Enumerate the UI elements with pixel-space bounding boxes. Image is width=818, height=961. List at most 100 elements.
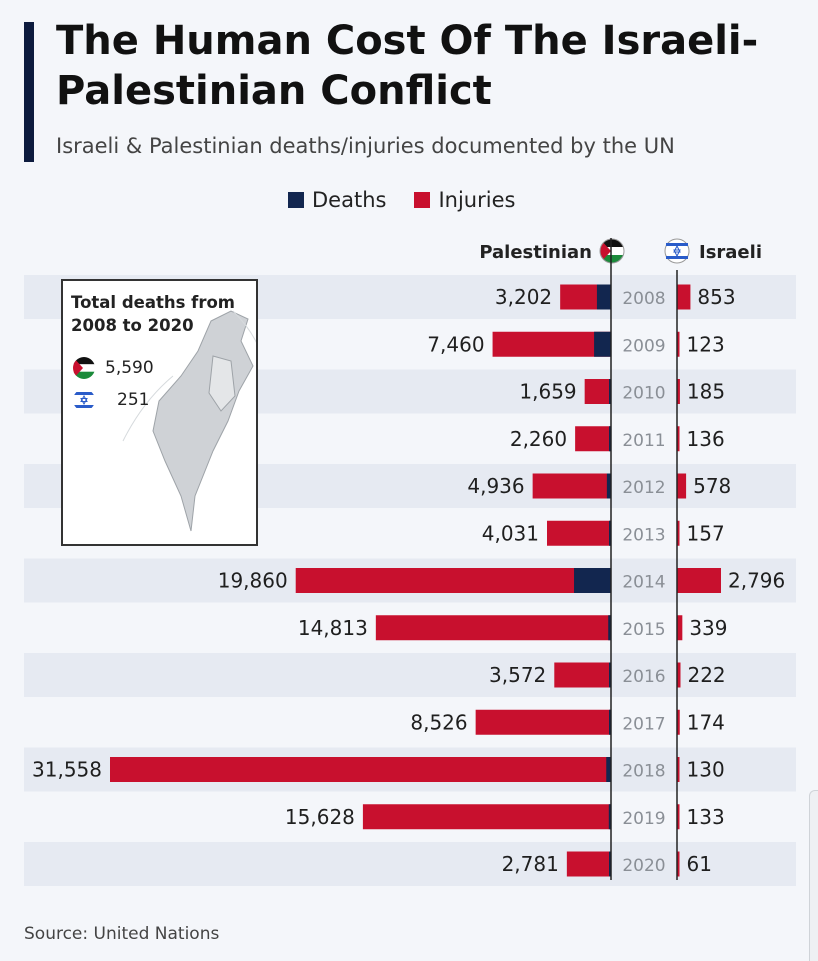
palestinian-deaths-bar <box>609 709 611 735</box>
palestinian-value-label: 8,526 <box>410 710 467 734</box>
israeli-injuries-bar <box>677 568 721 593</box>
scroll-panel-edge <box>809 790 818 961</box>
inset-israeli-deaths: 251 <box>117 390 150 410</box>
palestinian-deaths-bar <box>609 379 611 404</box>
inset-title: Total deaths from 2008 to 2020 <box>71 293 236 335</box>
israel-flag-icon <box>73 389 95 411</box>
israeli-injuries-bar <box>677 426 680 452</box>
year-label: 2008 <box>622 289 665 309</box>
palestinian-deaths-bar <box>609 851 611 877</box>
palestinian-value-label: 31,558 <box>32 758 102 782</box>
palestinian-injuries-bar <box>110 757 611 782</box>
year-label: 2015 <box>622 620 665 640</box>
year-label: 2014 <box>622 573 665 593</box>
israeli-value-label: 133 <box>687 805 725 829</box>
israeli-value-label: 130 <box>687 758 725 782</box>
inset-palestinian-deaths: 5,590 <box>105 358 154 378</box>
deaths-swatch <box>288 192 304 208</box>
israeli-value-label: 578 <box>693 474 731 498</box>
israeli-value-label: 157 <box>687 521 725 545</box>
injuries-swatch <box>414 192 431 208</box>
israeli-injuries-bar <box>677 331 680 357</box>
palestinian-injuries-bar <box>547 520 611 546</box>
year-label: 2010 <box>622 384 665 404</box>
palestinian-value-label: 7,460 <box>427 332 484 356</box>
palestinian-value-label: 19,860 <box>218 569 288 593</box>
palestinian-injuries-bar <box>362 804 611 830</box>
palestinian-value-label: 15,628 <box>285 805 355 829</box>
legend-label-deaths: Deaths <box>312 188 387 212</box>
palestinian-injuries-bar <box>295 568 611 593</box>
chart-title: The Human Cost Of The Israeli-Palestinia… <box>56 18 759 114</box>
israeli-value-label: 2,796 <box>728 569 785 593</box>
israeli-injuries-bar <box>677 379 680 404</box>
legend: Deaths Injuries <box>288 188 515 212</box>
palestinian-deaths-bar <box>608 615 611 641</box>
palestinian-deaths-bar <box>606 757 611 782</box>
palestinian-deaths-bar <box>606 473 611 499</box>
year-label: 2019 <box>622 809 665 829</box>
palestinian-deaths-bar <box>609 520 611 546</box>
israeli-injuries-bar <box>677 615 683 641</box>
israeli-injuries-bar <box>677 662 681 688</box>
palestinian-value-label: 3,202 <box>495 285 552 309</box>
year-label: 2018 <box>622 762 665 782</box>
palestinian-injuries-bar <box>475 709 611 735</box>
palestinian-value-label: 2,781 <box>502 852 559 876</box>
israeli-injuries-bar <box>677 757 680 782</box>
israeli-value-label: 185 <box>687 380 725 404</box>
inset-row-israeli: 251 <box>73 389 149 411</box>
palestinian-value-label: 3,572 <box>489 663 546 687</box>
israel-flag-icon <box>664 238 690 264</box>
year-label: 2011 <box>622 431 665 451</box>
year-label: 2013 <box>622 525 665 545</box>
inset-row-palestinian: 5,590 <box>73 357 154 379</box>
israeli-injuries-bar <box>677 851 680 877</box>
israeli-value-label: 339 <box>689 616 727 640</box>
legend-label-injuries: Injuries <box>438 188 516 212</box>
palestinian-injuries-bar <box>566 851 611 877</box>
israeli-value-label: 853 <box>697 285 735 309</box>
palestinian-deaths-bar <box>594 331 611 357</box>
palestinian-deaths-bar <box>574 568 611 593</box>
palestinian-injuries-bar <box>532 473 611 499</box>
year-label: 2020 <box>622 856 665 876</box>
palestinian-value-label: 4,031 <box>482 521 539 545</box>
israeli-value-label: 136 <box>687 427 725 451</box>
palestinian-deaths-bar <box>608 804 611 830</box>
palestinian-value-label: 2,260 <box>510 427 567 451</box>
palestinian-value-label: 4,936 <box>467 474 524 498</box>
palestinian-value-label: 14,813 <box>298 616 368 640</box>
title-accent-bar <box>24 22 34 162</box>
header-palestinian: Palestinian <box>479 242 592 263</box>
palestinian-deaths-bar <box>609 426 611 452</box>
palestinian-injuries-bar <box>554 662 611 688</box>
year-label: 2009 <box>622 336 665 356</box>
israeli-injuries-bar <box>677 709 680 735</box>
palestinian-injuries-bar <box>575 426 611 452</box>
total-deaths-inset: Total deaths from 2008 to 2020 5,590 251 <box>61 279 258 546</box>
palestine-flag-icon <box>599 238 625 264</box>
legend-item-deaths: Deaths <box>288 188 386 212</box>
israeli-value-label: 123 <box>687 332 725 356</box>
israel-map-icon <box>122 310 256 532</box>
year-label: 2017 <box>622 714 665 734</box>
israeli-injuries-bar <box>677 520 680 546</box>
palestinian-injuries-bar <box>375 615 611 641</box>
year-label: 2016 <box>622 667 665 687</box>
header-israeli: Israeli <box>699 242 762 263</box>
palestinian-deaths-bar <box>609 662 611 688</box>
israeli-value-label: 174 <box>687 710 725 734</box>
israeli-injuries-bar <box>677 473 687 499</box>
row-band <box>24 842 796 886</box>
chart-subtitle: Israeli & Palestinian deaths/injuries do… <box>56 134 675 158</box>
palestinian-injuries-bar <box>584 379 611 404</box>
israeli-injuries-bar <box>677 804 680 830</box>
israeli-injuries-bar <box>677 284 691 310</box>
israeli-value-label: 61 <box>687 852 712 876</box>
palestinian-injuries-bar <box>492 331 611 357</box>
source-note: Source: United Nations <box>24 924 220 944</box>
legend-item-injuries: Injuries <box>414 188 515 212</box>
palestine-flag-icon <box>73 357 95 379</box>
